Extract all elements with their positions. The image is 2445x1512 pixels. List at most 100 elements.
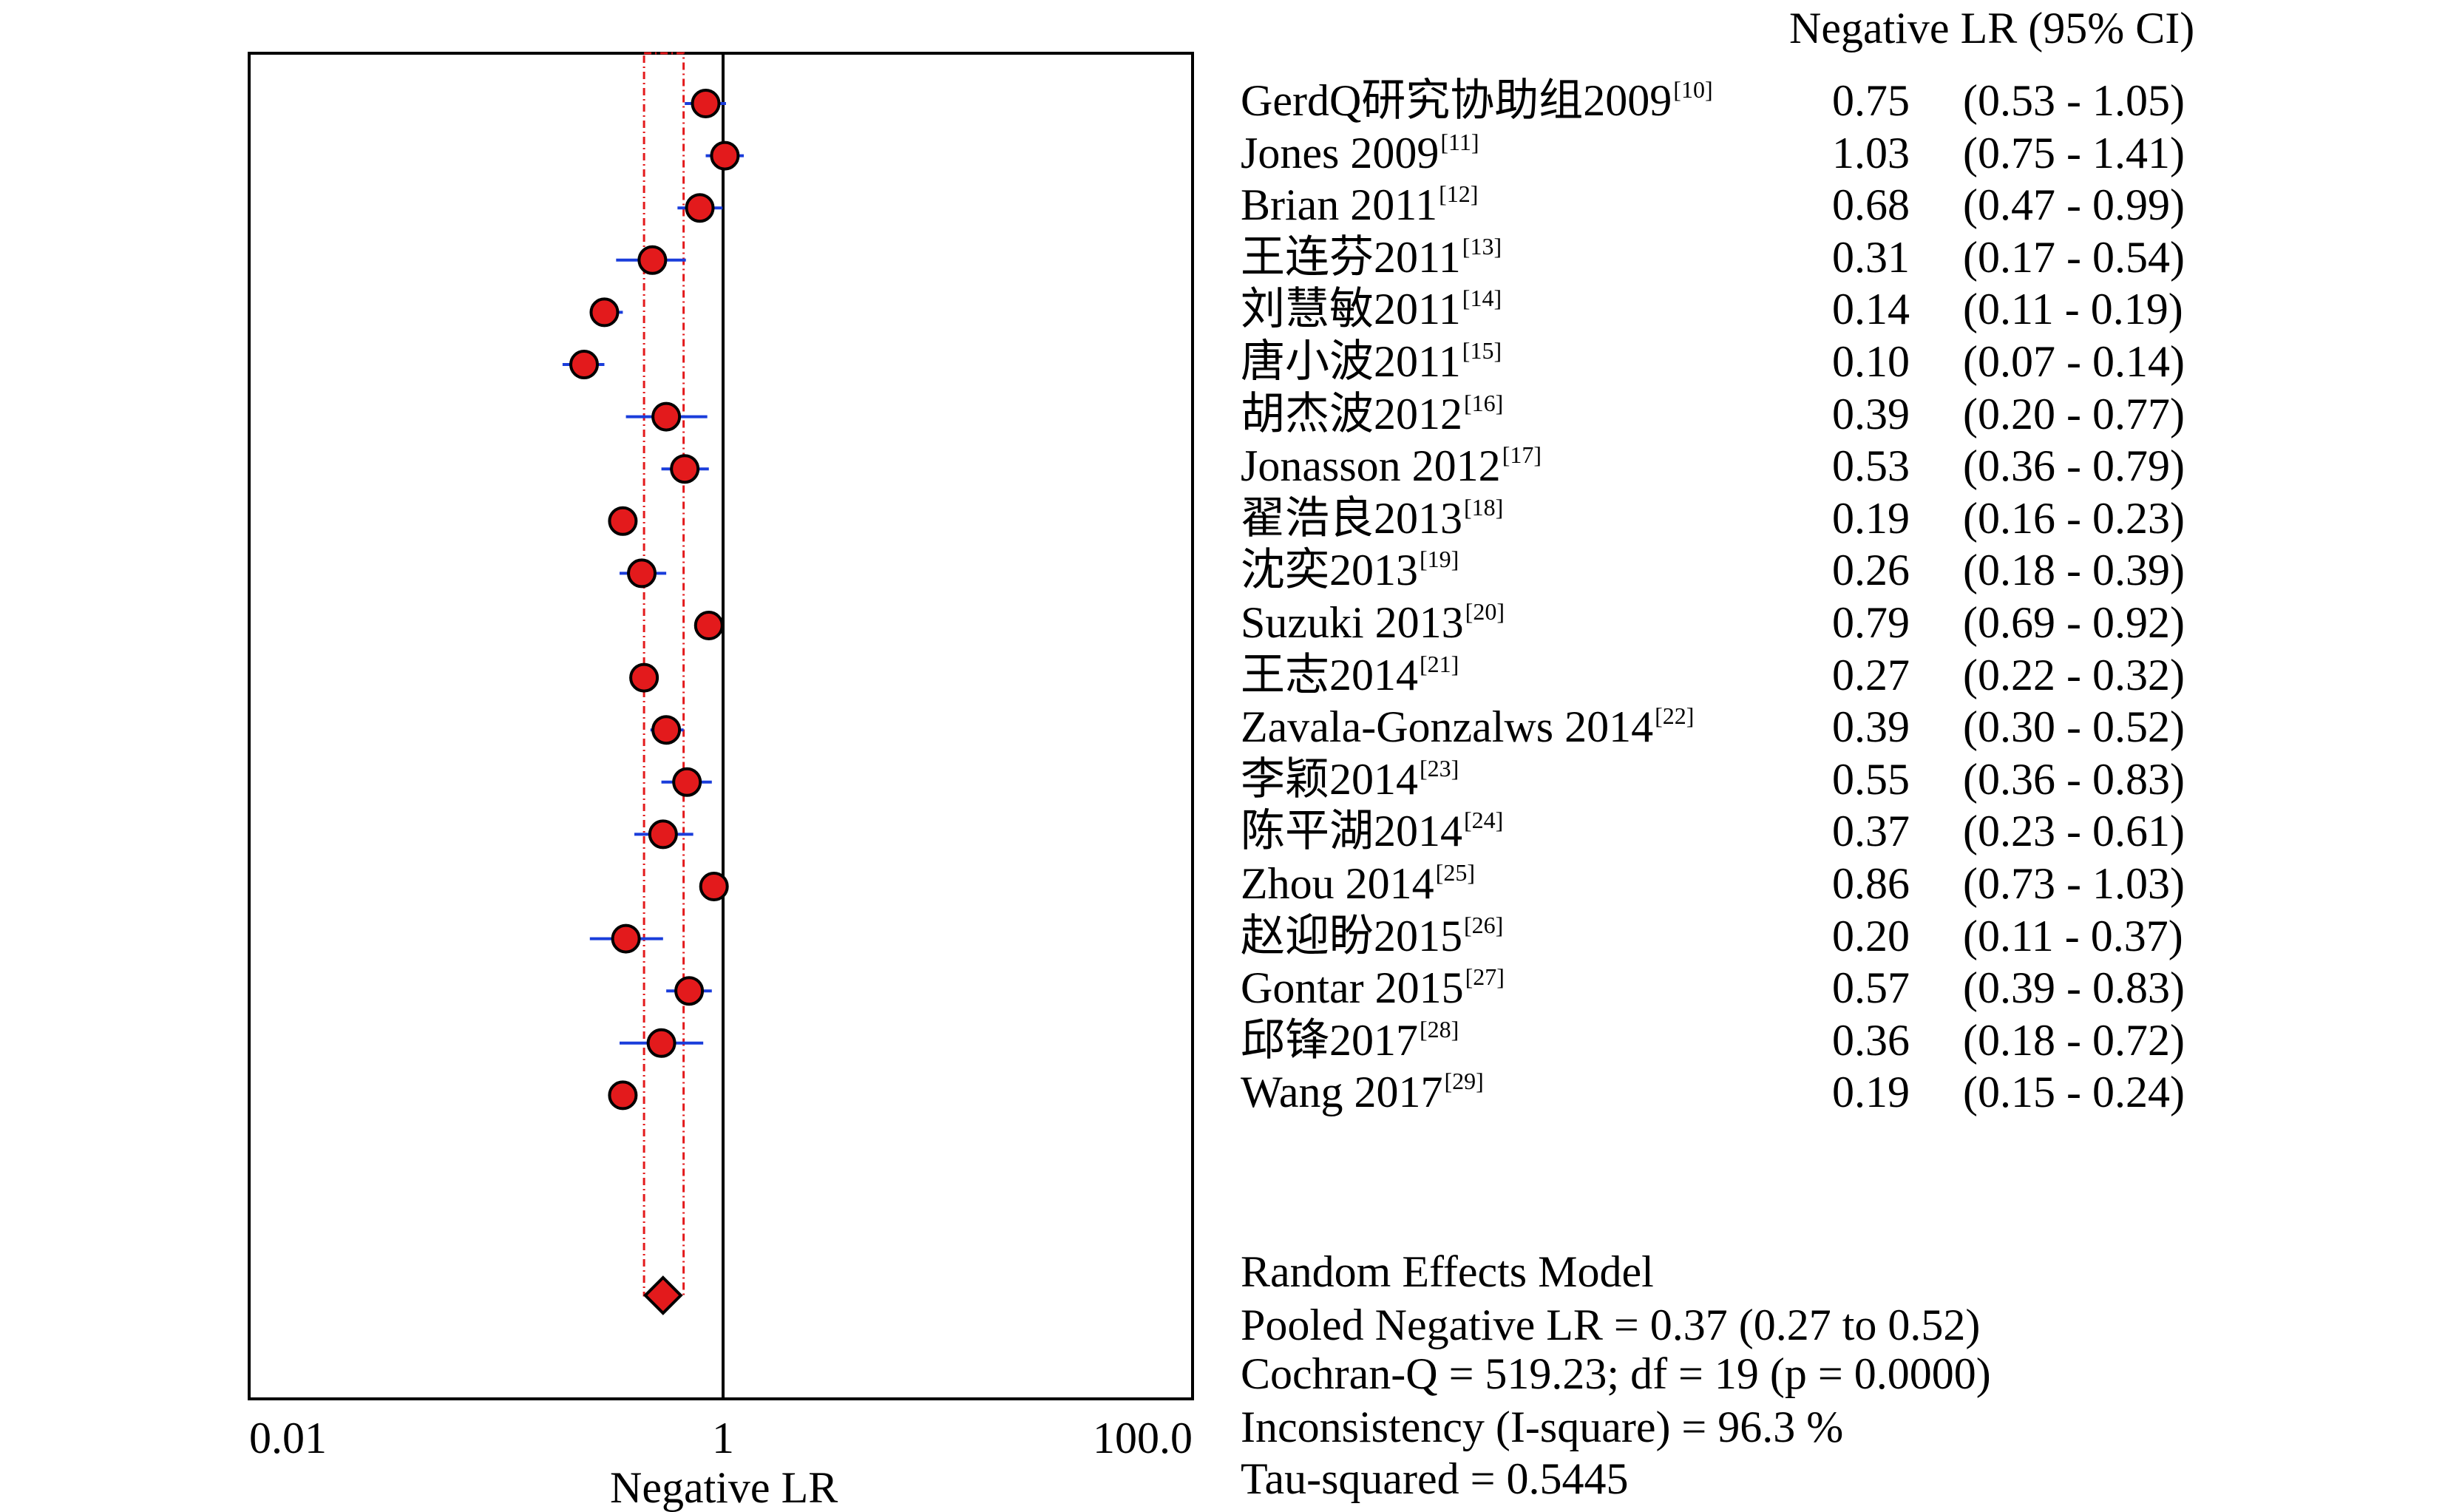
- point-estimate: [710, 140, 740, 171]
- study-lr-value: 0.75: [1832, 76, 1910, 125]
- study-reference: [15]: [1462, 337, 1502, 364]
- study-name-text: Jonasson 2012: [1241, 441, 1501, 491]
- study-ci: (0.39 - 0.83): [1963, 963, 2185, 1013]
- study-reference: [12]: [1439, 180, 1479, 208]
- point-estimate: [685, 193, 715, 223]
- study-lr-value: 0.39: [1832, 702, 1910, 752]
- study-name-text: 李颖2014: [1241, 754, 1418, 804]
- study-reference: [24]: [1464, 807, 1504, 834]
- study-reference: [27]: [1465, 963, 1505, 991]
- study-ci: (0.16 - 0.23): [1963, 493, 2185, 543]
- study-lr-value: 0.55: [1832, 754, 1910, 804]
- summary-inconsistency: Inconsistency (I-square) = 96.3 %: [1241, 1403, 1844, 1451]
- point-estimate: [648, 819, 678, 850]
- study-name: 王志2014[21]: [1241, 650, 1459, 699]
- point-estimate: [608, 1080, 638, 1111]
- study-name: Brian 2011[12]: [1241, 180, 1479, 227]
- study-name: 陈平湖2014[24]: [1241, 807, 1504, 856]
- point-estimate: [637, 245, 668, 275]
- study-ci: (0.53 - 1.05): [1963, 76, 2185, 125]
- study-name: Wang 2017[29]: [1241, 1068, 1484, 1117]
- study-ci: (0.11 - 0.19): [1963, 285, 2183, 334]
- study-reference: [26]: [1464, 911, 1504, 938]
- study-name-text: Zavala-Gonzalws 2014: [1241, 702, 1654, 752]
- study-reference: [10]: [1673, 76, 1713, 103]
- point-estimate: [608, 506, 638, 536]
- study-markers: [562, 89, 745, 1111]
- study-reference: [25]: [1435, 859, 1475, 886]
- point-estimate: [694, 611, 724, 640]
- study-name-text: Jones 2009: [1241, 128, 1439, 177]
- study-reference: [14]: [1462, 285, 1502, 312]
- study-reference: [21]: [1420, 650, 1459, 677]
- study-reference: [20]: [1465, 598, 1505, 625]
- study-ci: (0.07 - 0.14): [1963, 337, 2185, 386]
- study-name: Jones 2009[11]: [1241, 128, 1479, 177]
- study-name-text: Suzuki 2013: [1241, 598, 1464, 647]
- summary-cochran: Cochran-Q = 519.23; df = 19 (p = 0.0000): [1241, 1349, 1991, 1398]
- study-name-text: Wang 2017: [1241, 1068, 1443, 1117]
- study-lr-value: 0.79: [1832, 598, 1910, 647]
- study-name-text: Gontar 2015: [1241, 963, 1464, 1013]
- x-axis-label: Negative LR: [610, 1463, 838, 1512]
- study-name: GerdQ研究协助组2009[10]: [1241, 78, 1713, 123]
- study-lr-value: 0.10: [1832, 337, 1910, 386]
- study-lr-value: 0.27: [1832, 650, 1910, 699]
- point-estimate: [651, 401, 682, 432]
- study-reference: [22]: [1655, 702, 1695, 730]
- point-estimate: [670, 454, 700, 484]
- study-name-text: 邱锋2017: [1241, 1015, 1418, 1065]
- study-name-text: 刘慧敏2011: [1241, 285, 1461, 334]
- study-name: 李颖2014[23]: [1241, 754, 1459, 804]
- study-lr-value: 0.20: [1832, 911, 1910, 960]
- study-name: 唐小波2011[15]: [1241, 339, 1502, 384]
- study-reference: [13]: [1462, 232, 1502, 260]
- point-estimate: [699, 872, 729, 901]
- study-ci: (0.73 - 1.03): [1963, 859, 2185, 908]
- point-estimate: [674, 976, 705, 1006]
- study-name-text: 陈平湖2014: [1241, 807, 1462, 856]
- x-tick-label: 0.01: [249, 1414, 327, 1462]
- study-name-text: 翟浩良2013: [1241, 493, 1462, 543]
- x-tick-label: 1: [712, 1414, 734, 1462]
- column-header: Negative LR (95% CI): [1789, 4, 2195, 52]
- study-lr-value: 0.14: [1832, 285, 1910, 334]
- summary-tau: Tau-squared = 0.5445: [1241, 1454, 1629, 1503]
- study-ci: (0.18 - 0.72): [1963, 1015, 2185, 1065]
- study-name: 刘慧敏2011[14]: [1241, 285, 1502, 334]
- study-ci: (0.75 - 1.41): [1963, 128, 2185, 177]
- study-name: Jonasson 2012[17]: [1241, 441, 1542, 491]
- study-name-text: 王连芬2011: [1241, 232, 1461, 282]
- point-estimate: [651, 715, 682, 745]
- x-tick-label: 100.0: [1093, 1414, 1193, 1462]
- study-lr-value: 0.57: [1832, 963, 1910, 1013]
- study-reference: [18]: [1464, 493, 1504, 521]
- study-reference: [16]: [1464, 389, 1504, 416]
- study-lr-value: 0.39: [1832, 389, 1910, 438]
- study-name: Gontar 2015[27]: [1241, 963, 1505, 1013]
- point-estimate: [672, 767, 702, 797]
- point-estimate: [627, 558, 657, 589]
- plot-frame: [248, 52, 1194, 1400]
- study-name: Zhou 2014[25]: [1241, 861, 1475, 906]
- study-name: 王连芬2011[13]: [1241, 232, 1502, 282]
- study-name: Zavala-Gonzalws 2014[22]: [1241, 702, 1695, 752]
- study-name: 邱锋2017[28]: [1241, 1015, 1459, 1065]
- study-name: 赵迎盼2015[26]: [1241, 911, 1504, 958]
- study-lr-value: 0.37: [1832, 807, 1910, 856]
- study-name: Suzuki 2013[20]: [1241, 600, 1505, 645]
- study-ci: (0.18 - 0.39): [1963, 546, 2185, 595]
- study-name-text: 王志2014: [1241, 650, 1418, 699]
- study-lr-value: 0.86: [1832, 859, 1910, 908]
- point-estimate: [629, 662, 659, 693]
- study-lr-value: 0.36: [1832, 1015, 1910, 1065]
- study-lr-value: 0.31: [1832, 232, 1910, 282]
- point-estimate: [589, 297, 620, 328]
- study-name: 胡杰波2012[16]: [1241, 389, 1504, 436]
- study-name: 沈奕2013[19]: [1241, 547, 1459, 592]
- study-ci: (0.36 - 0.83): [1963, 754, 2185, 804]
- study-lr-value: 0.26: [1832, 546, 1910, 595]
- study-ci: (0.17 - 0.54): [1963, 232, 2185, 282]
- study-name-text: GerdQ研究协助组2009: [1241, 76, 1672, 125]
